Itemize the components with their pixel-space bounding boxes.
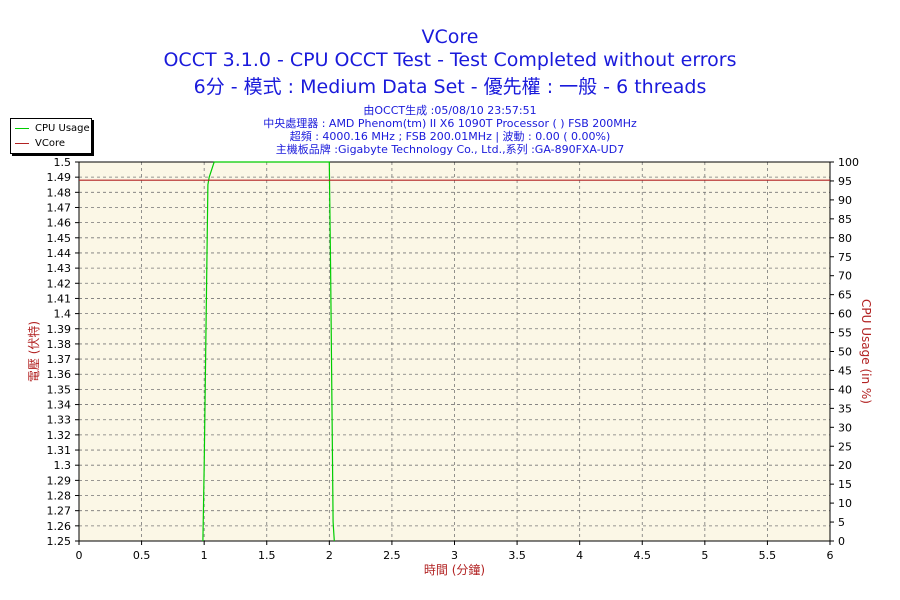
y-left-tick-label: 1.3: [54, 459, 72, 472]
y-left-tick-label: 1.47: [47, 201, 72, 214]
y-left-tick-label: 1.45: [47, 232, 72, 245]
y-left-tick-label: 1.38: [47, 338, 72, 351]
y-left-axis-label: 電壓 (伏特): [26, 321, 41, 382]
y-right-tick-label: 20: [838, 459, 852, 472]
y-right-tick-label: 15: [838, 478, 852, 491]
plot-frame: [78, 161, 831, 542]
info-cpu: 中央處理器 : AMD Phenom(tm) II X6 1090T Proce…: [263, 117, 637, 130]
y-left-tick-label: 1.5: [54, 156, 72, 169]
y-right-tick-label: 65: [838, 289, 852, 302]
y-right-tick-label: 70: [838, 270, 852, 283]
x-tick-label: 1: [201, 549, 208, 562]
y-right-tick-label: 90: [838, 194, 852, 207]
y-left-tick-label: 1.49: [47, 171, 72, 184]
x-tick-label: 2.5: [383, 549, 401, 562]
y-left-tick-label: 1.26: [47, 520, 72, 533]
y-right-tick-label: 85: [838, 213, 852, 226]
x-tick-label: 0: [76, 549, 83, 562]
legend-item-cpu-usage: CPU Usage: [15, 122, 90, 135]
y-right-tick-label: 0: [838, 535, 845, 548]
chart-legend: CPU Usage VCore: [10, 118, 92, 154]
y-left-tick-label: 1.36: [47, 368, 72, 381]
y-right-tick-label: 30: [838, 421, 852, 434]
y-right-tick-label: 45: [838, 364, 852, 377]
y-right-axis-label: CPU Usage (in %): [859, 299, 873, 404]
legend-item-vcore: VCore: [15, 137, 65, 150]
y-right-tick-label: 75: [838, 251, 852, 264]
y-left-tick-label: 1.37: [47, 353, 72, 366]
y-left-tick-label: 1.33: [47, 414, 72, 427]
x-tick-label: 4.5: [634, 549, 652, 562]
y-left-tick-label: 1.25: [47, 535, 72, 548]
legend-label-cpu-usage: CPU Usage: [35, 123, 90, 134]
y-left-tick-label: 1.46: [47, 217, 72, 230]
y-left-tick-label: 1.27: [47, 505, 72, 518]
x-tick-label: 4: [576, 549, 583, 562]
x-tick-label: 3: [451, 549, 458, 562]
y-left-tick-label: 1.29: [47, 474, 72, 487]
x-tick-label: 2: [326, 549, 333, 562]
y-left-tick-label: 1.48: [47, 186, 72, 199]
x-tick-label: 0.5: [133, 549, 151, 562]
chart-subtitle-mode: 6分 - 模式 : Medium Data Set - 優先權 : 一般 - 6…: [193, 76, 707, 98]
x-tick-label: 5: [701, 549, 708, 562]
y-left-tick-label: 1.39: [47, 323, 72, 336]
y-left-tick-label: 1.35: [47, 383, 72, 396]
x-tick-label: 5.5: [759, 549, 777, 562]
y-right-tick-label: 100: [838, 156, 859, 169]
y-right-tick-label: 50: [838, 346, 852, 359]
y-left-tick-label: 1.28: [47, 490, 72, 503]
y-left-tick-label: 1.43: [47, 262, 72, 275]
y-left-tick-label: 1.31: [47, 444, 72, 457]
x-axis-label: 時間 (分鐘): [424, 562, 485, 577]
y-left-tick-label: 1.4: [54, 308, 72, 321]
y-left-tick-label: 1.42: [47, 277, 72, 290]
y-left-tick-label: 1.34: [47, 399, 72, 412]
info-motherboard: 主機板品牌 :Gigabyte Technology Co., Ltd.,系列 …: [275, 143, 625, 156]
y-right-tick-label: 35: [838, 402, 852, 415]
series-line-cpu-usage: [202, 161, 335, 542]
y-right-tick-label: 40: [838, 383, 852, 396]
chart-title: VCore: [421, 26, 479, 48]
y-right-tick-label: 80: [838, 232, 852, 245]
y-right-tick-label: 25: [838, 440, 852, 453]
y-right-tick-label: 10: [838, 497, 852, 510]
info-clock: 超頻 : 4000.16 MHz ; FSB 200.01MHz | 波動 : …: [289, 130, 611, 143]
y-left-tick-label: 1.32: [47, 429, 72, 442]
legend-swatch-cpu-usage: [15, 128, 29, 129]
y-left-tick-label: 1.44: [47, 247, 72, 260]
chart-subtitle-test: OCCT 3.1.0 - CPU OCCT Test - Test Comple…: [163, 49, 737, 71]
x-tick-label: 3.5: [508, 549, 526, 562]
info-generated: 由OCCT生成 :05/08/10 23:57:51: [363, 104, 537, 117]
x-tick-label: 6: [827, 549, 834, 562]
y-left-tick-label: 1.41: [47, 292, 72, 305]
legend-swatch-vcore: [15, 143, 29, 144]
y-right-tick-label: 95: [838, 175, 852, 188]
y-right-tick-label: 55: [838, 327, 852, 340]
x-tick-label: 1.5: [258, 549, 276, 562]
y-right-tick-label: 60: [838, 308, 852, 321]
y-right-tick-label: 5: [838, 516, 845, 529]
legend-label-vcore: VCore: [35, 138, 65, 149]
